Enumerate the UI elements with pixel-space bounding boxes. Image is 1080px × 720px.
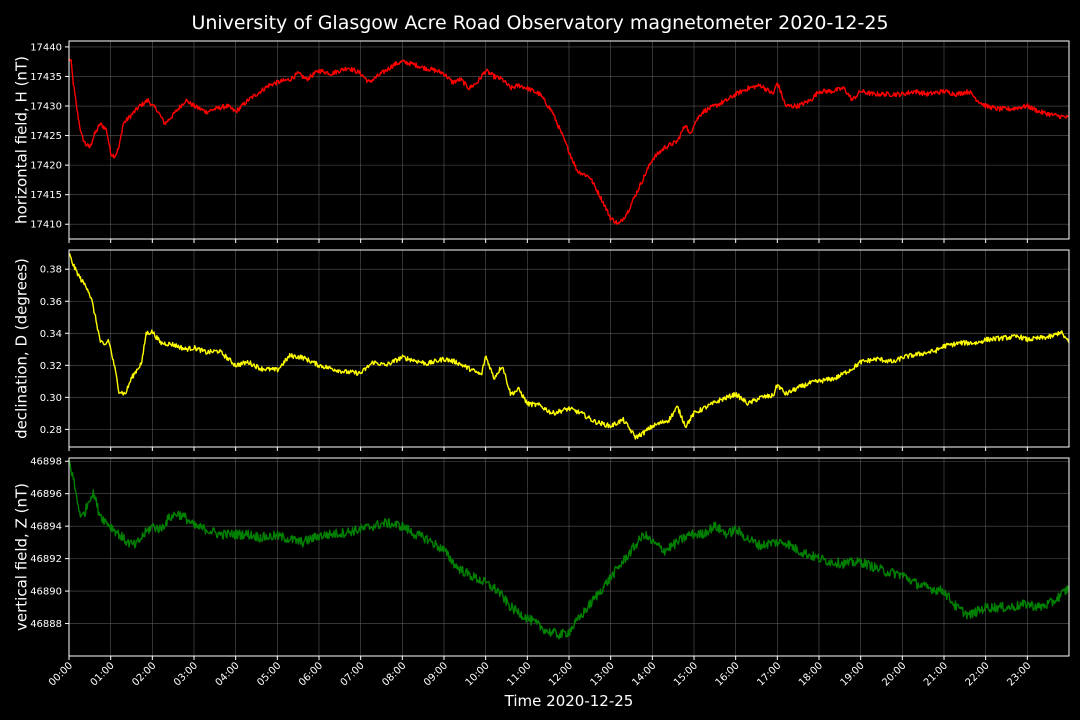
x-tick-label: 12:00 xyxy=(547,660,575,688)
x-tick-label: 07:00 xyxy=(339,660,367,688)
panel-vertical-grid xyxy=(68,458,1069,660)
series-line-vertical-field xyxy=(68,459,1070,640)
panel-horizontal-grid xyxy=(68,41,1069,243)
y-tick-label: 46888 xyxy=(30,619,62,630)
ylabel-vertical-field: vertical field, Z (nT) xyxy=(13,483,31,631)
x-tick-label: 02:00 xyxy=(130,660,158,688)
chart-title: University of Glasgow Acre Road Observat… xyxy=(191,12,888,34)
x-tick-label: 00:00 xyxy=(47,660,75,688)
y-tick-label: 0.38 xyxy=(40,265,62,276)
x-tick-label: 13:00 xyxy=(589,660,617,688)
x-tick-label: 18:00 xyxy=(797,660,825,688)
x-axis-ticks: 00:00 01:00 02:00 03:00 04:00 05:00 06:00 07:00… xyxy=(47,660,1033,688)
x-tick-label: 20:00 xyxy=(880,660,908,688)
y-tick-label: 17430 xyxy=(30,102,62,113)
x-tick-label: 17:00 xyxy=(755,660,783,688)
panel-vertical-field: 46888 46890 46892 46894 46896 46898 vertical … xyxy=(13,457,1070,660)
panel-vertical-frame xyxy=(68,457,1070,657)
x-tick-label: 14:00 xyxy=(630,660,658,688)
y-tick-label: 17420 xyxy=(30,161,62,172)
x-tick-label: 09:00 xyxy=(422,660,450,688)
x-tick-label: 21:00 xyxy=(922,660,950,688)
y-tick-label: 0.30 xyxy=(40,393,62,404)
x-tick-label: 04:00 xyxy=(214,660,242,688)
ylabel-declination: declination, D (degrees) xyxy=(13,258,31,439)
y-tick-label: 46894 xyxy=(30,522,62,533)
y-tick-label: 46892 xyxy=(30,554,62,565)
y-tick-label: 17440 xyxy=(30,42,62,53)
y-tick-label: 0.32 xyxy=(40,361,62,372)
x-tick-label: 11:00 xyxy=(505,660,533,688)
panel-horizontal-frame xyxy=(68,40,1070,240)
panel-declination-y-ticks: 0.28 0.30 0.32 0.34 0.36 0.38 xyxy=(40,265,69,436)
x-axis-label: Time 2020-12-25 xyxy=(504,692,634,710)
y-tick-label: 17415 xyxy=(30,190,62,201)
x-tick-label: 01:00 xyxy=(89,660,117,688)
series-line-horizontal-field xyxy=(68,57,1070,225)
panel-vertical-y-ticks: 46888 46890 46892 46894 46896 46898 xyxy=(30,457,69,630)
panel-horizontal-field: 17410 17415 17420 17425 17430 17435 17440 hori… xyxy=(13,40,1070,243)
panel-declination-grid xyxy=(68,250,1069,451)
x-tick-label: 03:00 xyxy=(172,660,200,688)
x-tick-label: 08:00 xyxy=(380,660,408,688)
y-tick-label: 17410 xyxy=(30,220,62,231)
x-tick-label: 10:00 xyxy=(464,660,492,688)
y-tick-label: 0.34 xyxy=(40,329,62,340)
panel-horizontal-y-ticks: 17410 17415 17420 17425 17430 17435 17440 xyxy=(30,42,69,231)
series-line-declination xyxy=(68,253,1070,440)
panel-declination: 0.28 0.30 0.32 0.34 0.36 0.38 declination, D … xyxy=(13,249,1070,451)
x-tick-label: 06:00 xyxy=(297,660,325,688)
ylabel-horizontal-field: horizontal field, H (nT) xyxy=(13,56,31,224)
y-tick-label: 17425 xyxy=(30,131,62,142)
x-tick-label: 05:00 xyxy=(255,660,283,688)
y-tick-label: 46896 xyxy=(30,489,62,500)
y-tick-label: 0.28 xyxy=(40,425,62,436)
panel-declination-frame xyxy=(68,249,1070,448)
x-tick-label: 19:00 xyxy=(839,660,867,688)
y-tick-label: 46898 xyxy=(30,457,62,468)
x-tick-label: 23:00 xyxy=(1005,660,1033,688)
x-tick-label: 16:00 xyxy=(714,660,742,688)
y-tick-label: 46890 xyxy=(30,587,62,598)
x-tick-label: 15:00 xyxy=(672,660,700,688)
y-tick-label: 0.36 xyxy=(40,297,62,308)
y-tick-label: 17435 xyxy=(30,72,62,83)
x-tick-label: 22:00 xyxy=(964,660,992,688)
